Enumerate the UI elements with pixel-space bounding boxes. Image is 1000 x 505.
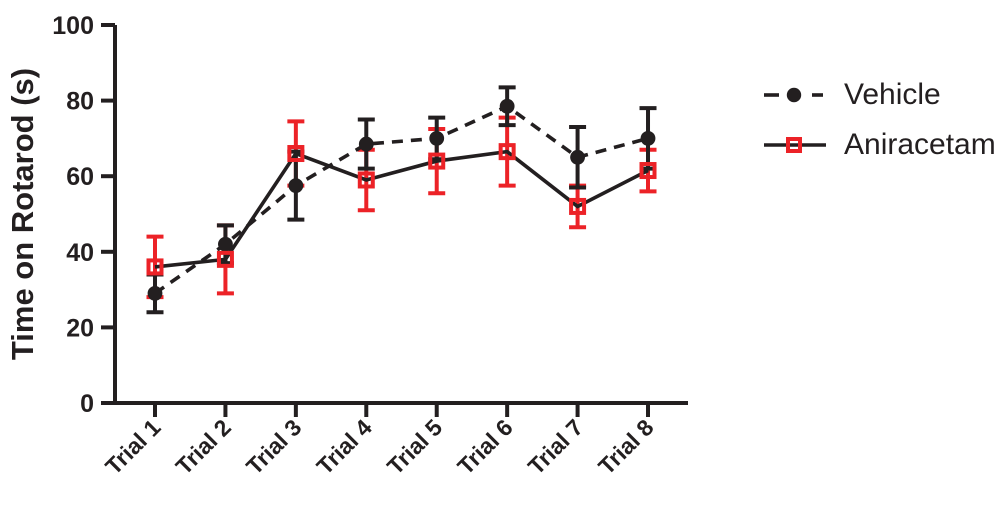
- vehicle-point: [499, 98, 515, 114]
- vehicle-line: [153, 104, 649, 295]
- y-tick-label: 0: [80, 390, 94, 418]
- x-tick-label: Trial 7: [523, 414, 588, 479]
- vehicle-point: [358, 136, 374, 152]
- vehicle-markers: [147, 98, 656, 301]
- aniracetam-markers: [146, 143, 657, 276]
- aniracetam-point: [498, 143, 516, 161]
- legend-label-vehicle: Vehicle: [844, 78, 941, 111]
- y-axis-ticks: 0 20 40 60 80 100: [52, 12, 115, 418]
- vehicle-point: [570, 149, 585, 165]
- y-tick-label: 40: [66, 239, 94, 267]
- legend-item-aniracetam: Aniracetam: [762, 126, 996, 164]
- y-tick-label: 100: [52, 12, 94, 40]
- x-tick-label: Trial 6: [452, 414, 517, 479]
- vehicle-point: [288, 178, 304, 194]
- vehicle-point: [218, 236, 233, 252]
- x-axis-ticks: Trial 1 Trial 2 Trial 3 Trial 4 Trial 5 Trial…: [100, 403, 659, 480]
- y-tick-label: 20: [66, 314, 94, 342]
- aniracetam-point: [216, 250, 234, 268]
- x-tick-label: Trial 2: [171, 414, 236, 479]
- aniracetam-point: [428, 152, 446, 170]
- x-tick-label: Trial 5: [382, 414, 448, 480]
- aniracetam-error-bars: [146, 115, 657, 300]
- y-axis-title: Time on Rotarod (s): [5, 68, 40, 360]
- vehicle-dashed-circle-icon: [764, 87, 823, 103]
- x-tick-label: Trial 4: [311, 414, 377, 480]
- x-tick-label: Trial 3: [241, 414, 306, 479]
- y-tick-label: 60: [66, 163, 94, 191]
- x-tick-label: Trial 1: [100, 414, 166, 480]
- vehicle-point: [147, 285, 163, 301]
- aniracetam-point: [287, 145, 305, 163]
- aniracetam-point: [146, 258, 164, 276]
- aniracetam-point: [569, 197, 587, 215]
- legend-label-aniracetam: Aniracetam: [844, 128, 996, 161]
- x-tick-label: Trial 8: [593, 414, 659, 480]
- aniracetam-point: [639, 162, 657, 180]
- legend-item-vehicle: Vehicle: [762, 76, 996, 114]
- aniracetam-line: [154, 149, 649, 269]
- y-tick-label: 80: [66, 88, 94, 116]
- aniracetam-solid-square-icon: [764, 137, 826, 153]
- chart-legend: Vehicle Aniracetam: [762, 76, 996, 164]
- vehicle-point: [429, 131, 445, 146]
- vehicle-point: [640, 131, 656, 146]
- axes: [113, 25, 688, 405]
- aniracetam-point: [357, 171, 375, 189]
